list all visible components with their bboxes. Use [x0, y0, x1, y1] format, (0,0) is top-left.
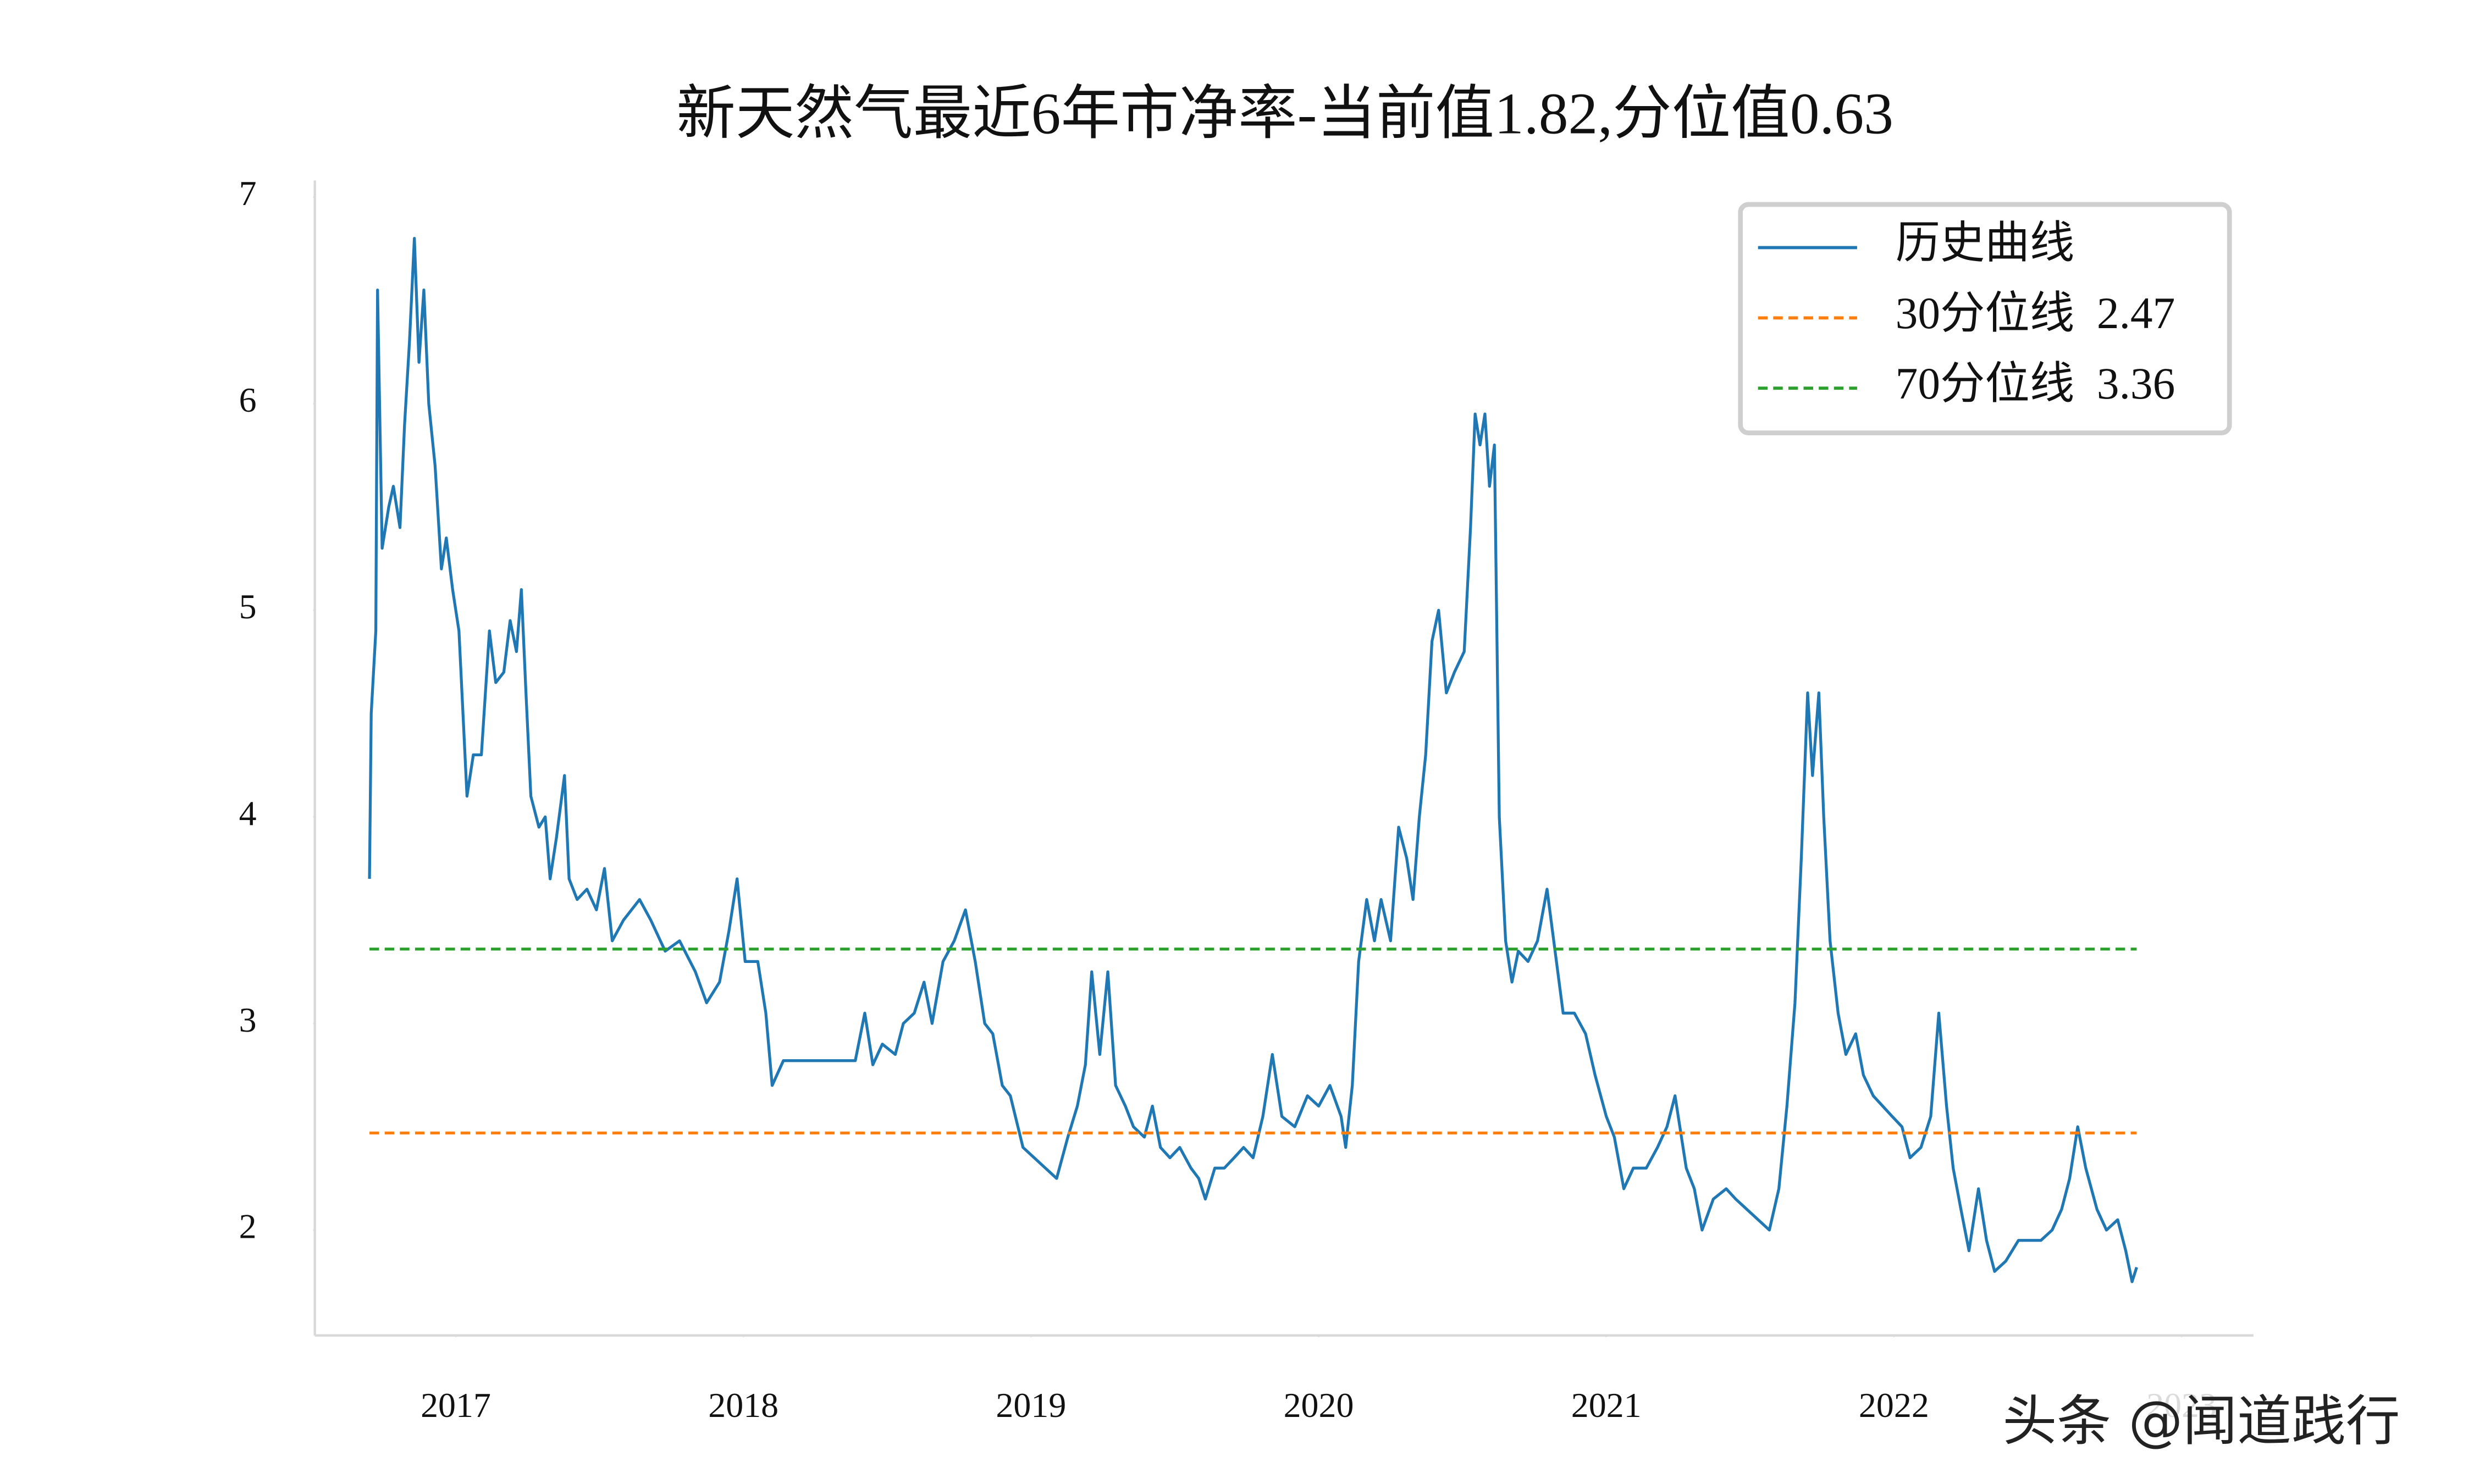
chart-title: 新天然气最近6年市净率-当前值1.82,分位值0.63	[676, 81, 1893, 147]
y-tick-label: 6	[239, 380, 257, 419]
x-tick-label: 2022	[1859, 1386, 1929, 1425]
watermark-group: 头条 @闻道践行	[1996, 1389, 2407, 1453]
data-line	[368, 237, 2138, 1283]
ticks: 2345672017201820192020202120222023	[239, 174, 2217, 1425]
x-tick-label: 2021	[1571, 1386, 1642, 1425]
legend: 历史曲线 30分位线 2.47 70分位线 3.36	[1738, 202, 2232, 435]
y-tick-label: 7	[239, 174, 257, 213]
watermark-background	[1996, 1389, 2407, 1453]
x-tick-label: 2017	[421, 1386, 491, 1425]
y-tick-label: 5	[239, 587, 257, 626]
legend-box	[1738, 202, 2232, 435]
x-tick-label: 2020	[1284, 1386, 1354, 1425]
x-tick-label: 2019	[996, 1386, 1066, 1425]
y-tick-label: 2	[239, 1207, 257, 1246]
watermark: 头条 @闻道践行	[2002, 1389, 2400, 1453]
plot-area	[368, 237, 2138, 1283]
y-tick-label: 3	[239, 1000, 257, 1039]
legend-label: 历史曲线	[1896, 218, 2075, 268]
legend-label: 30分位线 2.47	[1896, 288, 2175, 338]
legend-label: 70分位线 3.36	[1896, 358, 2175, 408]
x-tick-label: 2018	[708, 1386, 778, 1425]
y-tick-label: 4	[239, 794, 257, 833]
